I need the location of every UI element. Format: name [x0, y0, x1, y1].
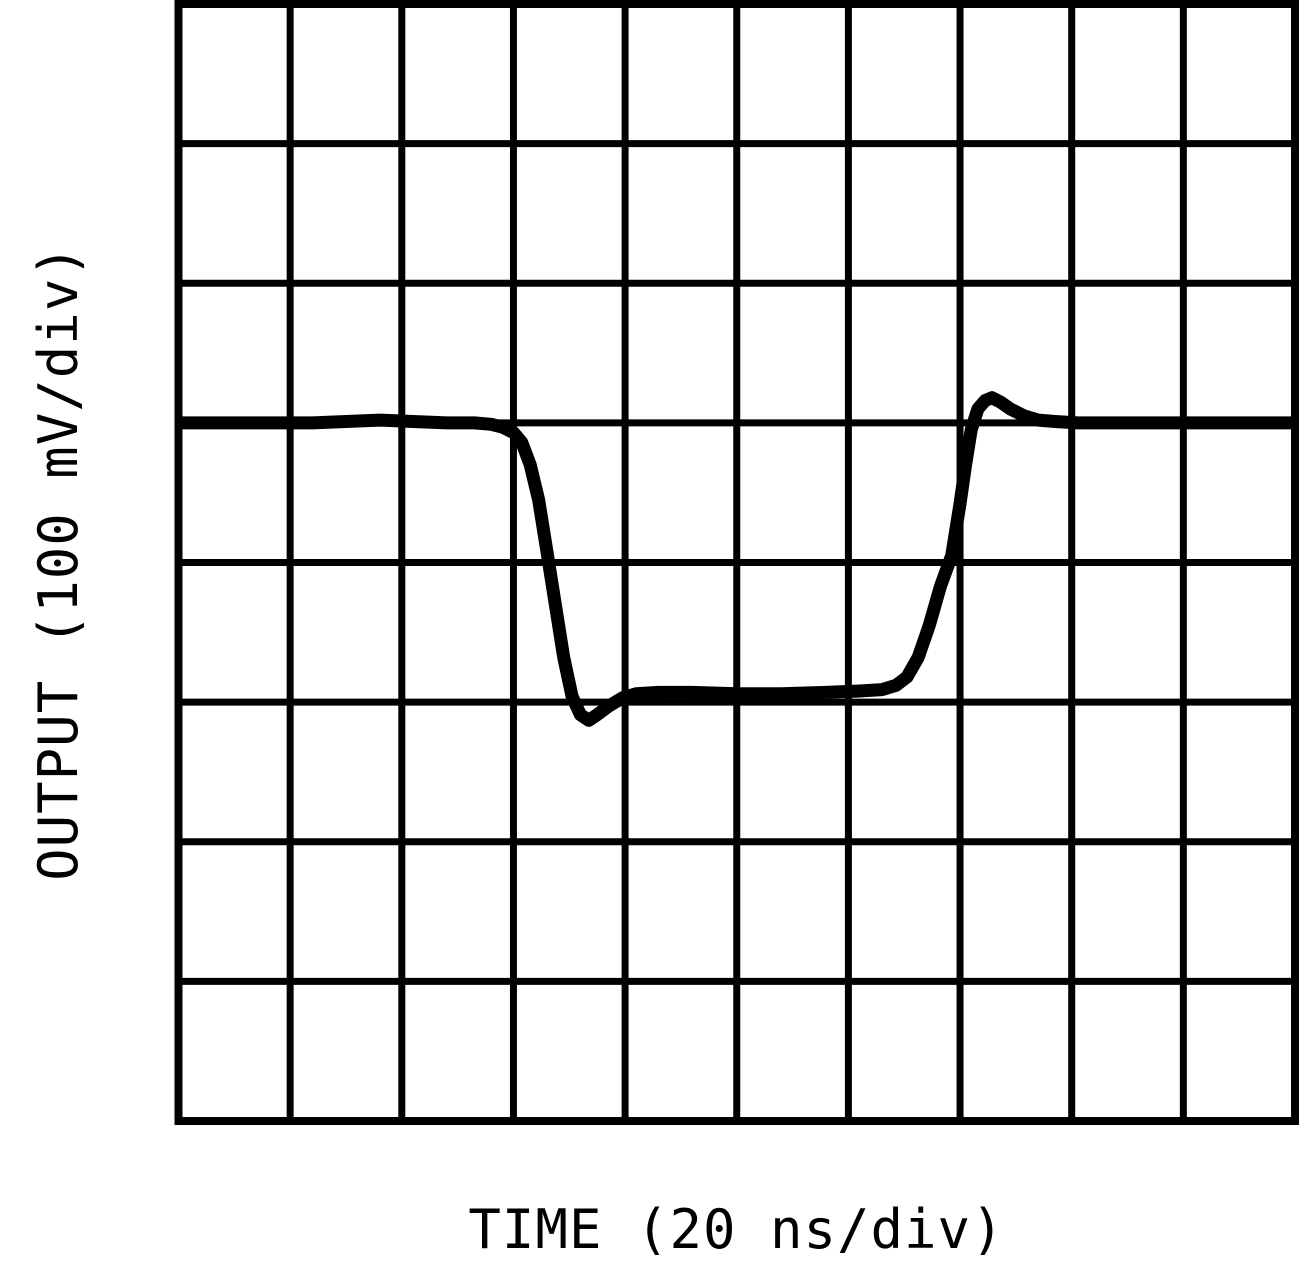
graticule-grid-lines [178, 4, 1295, 1121]
graticule-border [174, 0, 1299, 1125]
x-axis-label: TIME (20 ns/div) [468, 1198, 1005, 1261]
waveform-trace [178, 391, 1295, 727]
